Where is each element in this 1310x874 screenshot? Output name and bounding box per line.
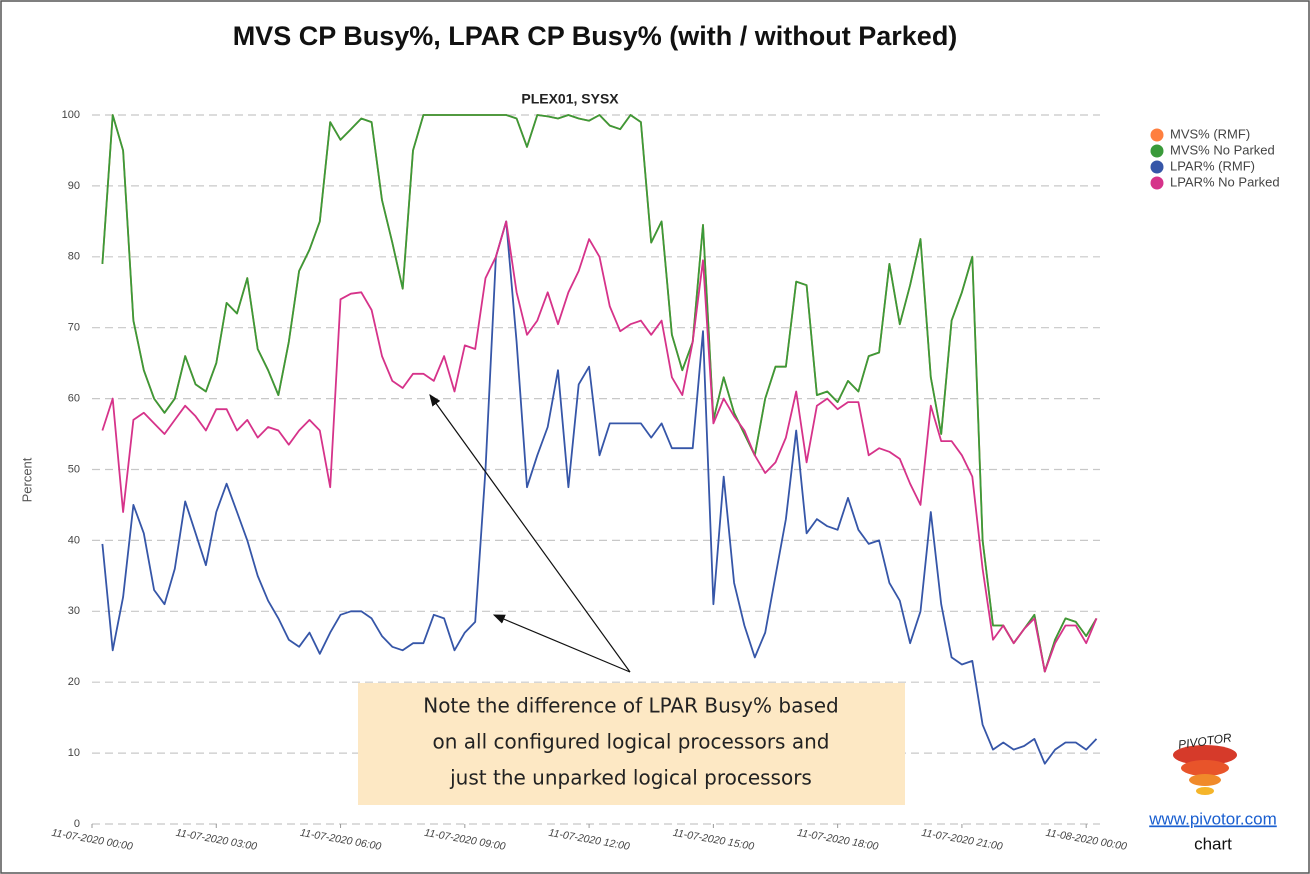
y-tick-label: 10: [68, 747, 80, 759]
legend-marker: [1150, 144, 1164, 158]
link-caption: chart: [1194, 834, 1232, 853]
y-tick-label: 40: [68, 534, 80, 546]
chart-subtitle: PLEX01, SYSX: [521, 91, 619, 107]
note-box: [358, 683, 905, 805]
note: Note the difference of LPAR Busy% based …: [358, 394, 905, 805]
note-line: on all configured logical processors and: [433, 730, 830, 754]
logo: PIVOTOR: [1173, 730, 1237, 795]
series-line: [101, 220, 1098, 673]
y-axis-label: Percent: [19, 457, 34, 502]
y-tick-label: 20: [68, 676, 80, 688]
y-tick-label: 90: [68, 180, 80, 192]
series-line: [101, 220, 1098, 765]
link[interactable]: www.pivotor.com: [1148, 809, 1277, 828]
arrow: [492, 614, 631, 673]
y-tick-label: 70: [68, 322, 80, 334]
legend-label: MVS% (RMF): [1170, 126, 1250, 141]
legend-marker: [1150, 176, 1164, 190]
y-tick-label: 30: [68, 605, 80, 617]
y-tick-label: 60: [68, 393, 80, 405]
note-line: Note the difference of LPAR Busy% based: [423, 694, 839, 718]
y-tick-label: 80: [68, 251, 80, 263]
legend-marker: [1150, 128, 1164, 142]
legend-label: MVS% No Parked: [1170, 142, 1275, 157]
legend-label: LPAR% No Parked: [1170, 174, 1280, 189]
legend-marker: [1150, 160, 1164, 174]
arrow: [429, 394, 631, 673]
y-tick-label: 50: [68, 463, 80, 475]
series-line: [101, 114, 1098, 673]
chart-title: MVS CP Busy%, LPAR CP Busy% (with / with…: [233, 21, 958, 51]
y-tick-label: 100: [62, 109, 80, 121]
y-tick-label: 0: [74, 818, 80, 830]
legend-label: LPAR% (RMF): [1170, 158, 1255, 173]
note-line: just the unparked logical processors: [449, 766, 812, 790]
